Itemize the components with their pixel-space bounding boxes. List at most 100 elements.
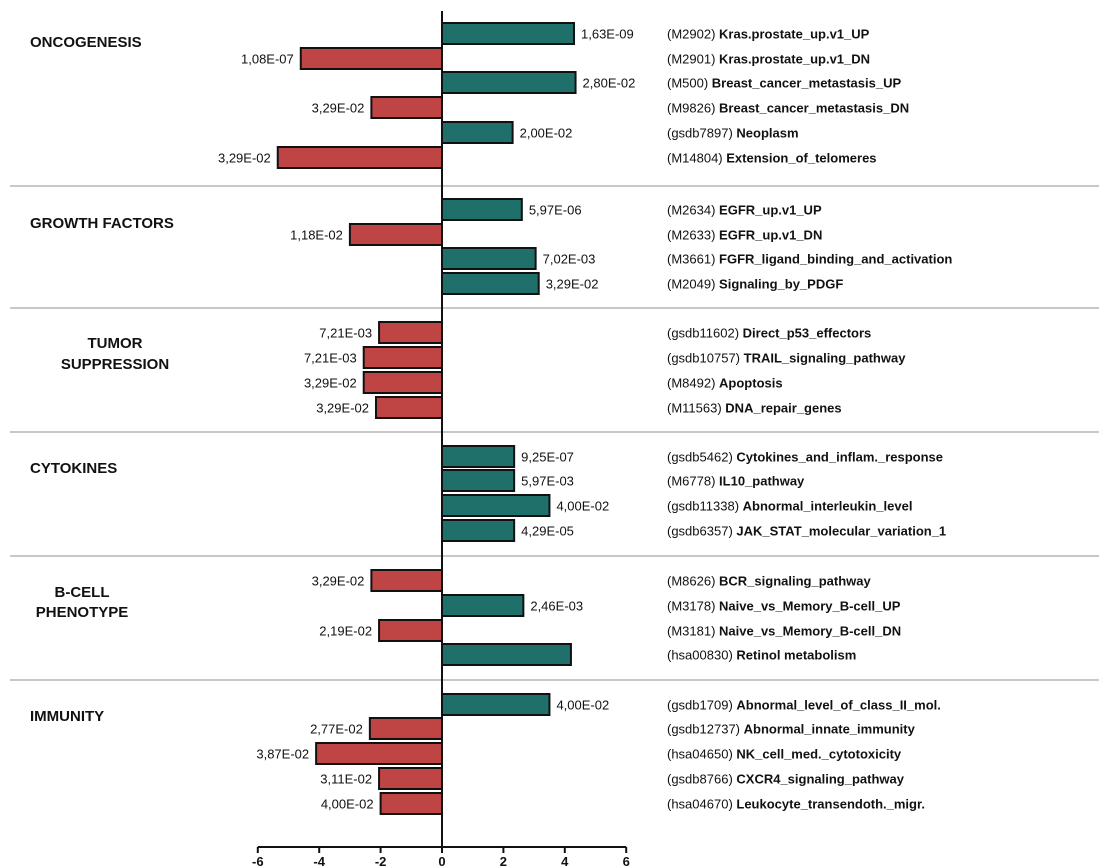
x-tick-label: -4 bbox=[313, 854, 325, 866]
gene-set-name: Leukocyte_transendoth._migr. bbox=[736, 797, 925, 812]
bar-down bbox=[378, 767, 444, 790]
bar-up bbox=[441, 469, 516, 492]
p-value-label: 1,18E-02 bbox=[290, 228, 343, 243]
gene-set-label: (gsdb12737) Abnormal_innate_immunity bbox=[667, 722, 916, 737]
gene-set-label: (M2902) Kras.prostate_up.v1_UP bbox=[667, 27, 870, 42]
gene-set-name: Apoptosis bbox=[719, 376, 783, 391]
gene-set-label: (M11563) DNA_repair_genes bbox=[667, 401, 842, 416]
bar-down bbox=[378, 321, 444, 344]
p-value-label: 3,29E-02 bbox=[316, 401, 369, 416]
bar-up bbox=[441, 198, 523, 221]
gene-set-id: (M2634) bbox=[667, 203, 719, 218]
gene-set-id: (hsa00830) bbox=[667, 648, 736, 663]
gene-set-name: Abnormal_level_of_class_II_mol. bbox=[736, 698, 940, 713]
bar-down bbox=[370, 569, 444, 592]
gene-set-id: (gsdb1709) bbox=[667, 698, 736, 713]
gene-set-id: (M2049) bbox=[667, 277, 719, 292]
gene-set-label: (M2901) Kras.prostate_up.v1_DN bbox=[667, 52, 870, 67]
gene-set-name: Extension_of_telomeres bbox=[726, 151, 876, 166]
gene-set-id: (M8492) bbox=[667, 376, 719, 391]
x-tick-label: -2 bbox=[375, 854, 387, 866]
gene-set-id: (M3661) bbox=[667, 252, 719, 267]
p-value-label: 4,29E-05 bbox=[521, 524, 574, 539]
gene-set-id: (gsdb11338) bbox=[667, 499, 743, 514]
p-value-label: 1,63E-09 bbox=[581, 27, 634, 42]
gene-set-name: CXCR4_signaling_pathway bbox=[736, 772, 904, 787]
gene-set-name: Kras.prostate_up.v1_UP bbox=[719, 27, 870, 42]
bar-up bbox=[441, 693, 551, 716]
p-value-label: 7,21E-03 bbox=[319, 326, 372, 341]
p-value-label: 1,08E-07 bbox=[241, 52, 294, 67]
bar-up bbox=[441, 519, 516, 542]
x-tick-label: -6 bbox=[252, 854, 264, 866]
bar-up bbox=[441, 272, 540, 295]
gene-set-id: (gsdb8766) bbox=[667, 772, 736, 787]
gene-set-label: (hsa00830) Retinol metabolism bbox=[667, 648, 856, 663]
group-label: TUMOR bbox=[88, 335, 143, 352]
gene-set-name: Cytokines_and_inflam._response bbox=[736, 450, 943, 465]
gene-set-label: (M3181) Naive_vs_Memory_B-cell_DN bbox=[667, 624, 901, 639]
gene-set-label: (hsa04670) Leukocyte_transendoth._migr. bbox=[667, 797, 925, 812]
gene-set-id: (M8626) bbox=[667, 574, 719, 589]
p-value-label: 3,87E-02 bbox=[256, 747, 309, 762]
gene-set-name: JAK_STAT_molecular_variation_1 bbox=[736, 524, 946, 539]
p-value-label: 4,00E-02 bbox=[556, 499, 609, 514]
p-value-label: 4,00E-02 bbox=[321, 797, 374, 812]
gene-set-name: TRAIL_signaling_pathway bbox=[744, 351, 907, 366]
gene-set-name: FGFR_ligand_binding_and_activation bbox=[719, 252, 952, 267]
group-label: PHENOTYPE bbox=[36, 604, 129, 621]
gene-set-name: DNA_repair_genes bbox=[725, 401, 841, 416]
gene-set-id: (gsdb10757) bbox=[667, 351, 744, 366]
gene-set-id: (M2902) bbox=[667, 27, 719, 42]
gene-set-id: (hsa04670) bbox=[667, 797, 736, 812]
gene-set-label: (M2634) EGFR_up.v1_UP bbox=[667, 203, 822, 218]
gene-set-label: (M3178) Naive_vs_Memory_B-cell_UP bbox=[667, 599, 901, 614]
group-label: ONCOGENESIS bbox=[30, 34, 142, 51]
gene-set-label: (gsdb1709) Abnormal_level_of_class_II_mo… bbox=[667, 698, 941, 713]
gene-set-name: Direct_p53_effectors bbox=[743, 326, 872, 341]
p-value-label: 2,80E-02 bbox=[583, 76, 636, 91]
bar-down bbox=[299, 47, 443, 70]
gene-set-label: (gsdb6357) JAK_STAT_molecular_variation_… bbox=[667, 524, 946, 539]
group-label: CYTOKINES bbox=[30, 460, 117, 477]
gene-set-label: (M9826) Breast_cancer_metastasis_DN bbox=[667, 101, 909, 116]
bar-up bbox=[441, 22, 576, 45]
gene-set-label: (M500) Breast_cancer_metastasis_UP bbox=[667, 76, 901, 91]
gene-set-id: (gsdb11602) bbox=[667, 326, 743, 341]
gene-set-label: (M8626) BCR_signaling_pathway bbox=[667, 574, 871, 589]
bar-up bbox=[441, 494, 551, 517]
gene-set-label: (gsdb8766) CXCR4_signaling_pathway bbox=[667, 772, 905, 787]
gene-set-label: (gsdb10757) TRAIL_signaling_pathway bbox=[667, 351, 906, 366]
x-tick-label: 0 bbox=[438, 854, 445, 866]
p-value-label: 2,00E-02 bbox=[520, 126, 573, 141]
gene-set-id: (gsdb6357) bbox=[667, 524, 736, 539]
gene-set-id: (M3178) bbox=[667, 599, 719, 614]
p-value-label: 2,46E-03 bbox=[530, 599, 583, 614]
gene-set-name: Retinol metabolism bbox=[736, 648, 856, 663]
p-value-label: 5,97E-03 bbox=[521, 474, 574, 489]
gene-set-name: NK_cell_med._cytotoxicity bbox=[736, 747, 902, 762]
gene-set-id: (M6778) bbox=[667, 474, 719, 489]
gene-set-id: (M9826) bbox=[667, 101, 719, 116]
gene-set-name: Abnormal_innate_immunity bbox=[744, 722, 916, 737]
bar-down bbox=[378, 619, 444, 642]
bar-down bbox=[362, 371, 443, 394]
bar-up bbox=[441, 594, 525, 617]
gene-set-name: Abnormal_interleukin_level bbox=[743, 499, 913, 514]
gene-set-id: (M3181) bbox=[667, 624, 719, 639]
group-label: GROWTH FACTORS bbox=[30, 215, 174, 232]
p-value-label: 3,11E-02 bbox=[320, 772, 372, 787]
x-tick-label: 4 bbox=[561, 854, 569, 866]
gene-set-id: (gsdb12737) bbox=[667, 722, 744, 737]
bar-up bbox=[441, 643, 572, 666]
gene-set-id: (M500) bbox=[667, 76, 712, 91]
gene-set-id: (M14804) bbox=[667, 151, 726, 166]
gene-set-label: (M2633) EGFR_up.v1_DN bbox=[667, 228, 822, 243]
gene-set-id: (M2901) bbox=[667, 52, 719, 67]
bar-up bbox=[441, 71, 577, 94]
group-label: IMMUNITY bbox=[30, 708, 104, 725]
x-tick-label: 2 bbox=[500, 854, 507, 866]
bar-down bbox=[315, 742, 444, 765]
bar-down bbox=[276, 146, 443, 169]
